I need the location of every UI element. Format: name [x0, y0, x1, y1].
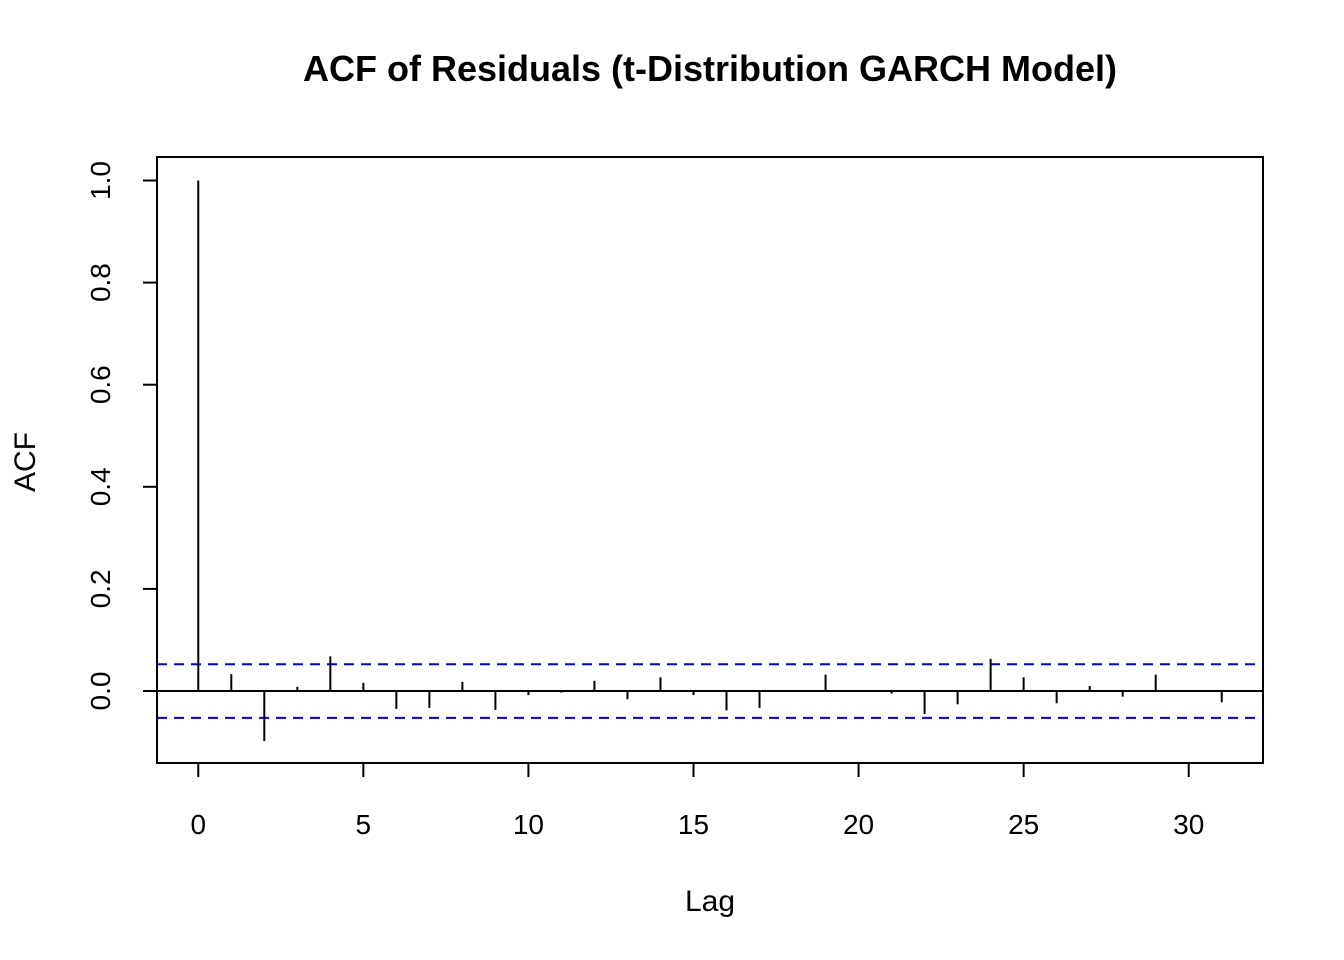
x-tick-label: 15 [678, 809, 709, 840]
y-axis-label: ACF [9, 432, 42, 492]
x-tick-label: 20 [843, 809, 874, 840]
x-tick-label: 5 [356, 809, 372, 840]
chart-title: ACF of Residuals (t-Distribution GARCH M… [303, 48, 1117, 89]
y-tick-label: 0.8 [85, 263, 116, 302]
y-tick-label: 0.4 [85, 467, 116, 506]
y-tick-label: 0.0 [85, 672, 116, 711]
x-tick-label: 25 [1008, 809, 1039, 840]
x-tick-label: 30 [1173, 809, 1204, 840]
y-tick-label: 0.6 [85, 365, 116, 404]
plot-box [156, 156, 1264, 764]
x-tick-label: 0 [190, 809, 206, 840]
x-tick-label: 10 [513, 809, 544, 840]
x-axis: 0 5 10 15 20 25 30 [190, 762, 1204, 840]
acf-marks [157, 180, 1263, 742]
y-tick-label: 1.0 [85, 161, 116, 200]
y-tick-label: 0.2 [85, 569, 116, 608]
y-axis: 0.0 0.2 0.4 0.6 0.8 1.0 [85, 161, 158, 711]
x-axis-label: Lag [685, 885, 735, 918]
